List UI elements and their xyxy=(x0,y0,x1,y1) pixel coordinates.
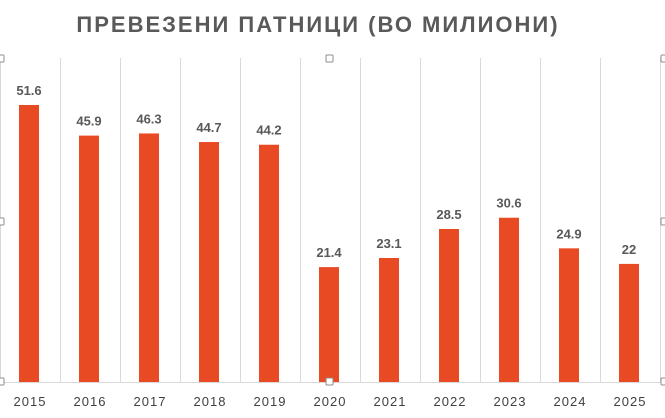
bar-layer xyxy=(19,105,639,382)
data-label-2025: 22 xyxy=(622,242,636,257)
bar-2017[interactable] xyxy=(139,133,159,382)
x-tick-label-2025: 2025 xyxy=(614,394,647,409)
resize-handle-middle-left[interactable] xyxy=(0,217,5,226)
resize-handle-top-middle[interactable] xyxy=(325,54,334,63)
data-label-2018: 44.7 xyxy=(196,120,221,135)
resize-handle-bottom-right[interactable] xyxy=(660,377,665,386)
data-label-2020: 21.4 xyxy=(316,245,342,260)
x-tick-label-2015: 2015 xyxy=(14,394,47,409)
x-tick-label-2024: 2024 xyxy=(554,394,587,409)
data-label-2021: 23.1 xyxy=(376,236,401,251)
data-label-2024: 24.9 xyxy=(556,226,581,241)
x-tick-label-2023: 2023 xyxy=(494,394,527,409)
bar-2018[interactable] xyxy=(199,142,219,382)
x-tick-label-2019: 2019 xyxy=(254,394,287,409)
grid-layer xyxy=(0,58,661,383)
data-label-2015: 51.6 xyxy=(16,83,41,98)
data-label-layer: 51.6 45.9 46.3 44.7 44.2 21.4 23.1 28.5 30.6 24.9… xyxy=(16,83,636,260)
bar-2024[interactable] xyxy=(559,248,579,382)
data-label-2016: 45.9 xyxy=(76,114,101,129)
x-tick-label-2021: 2021 xyxy=(374,394,407,409)
x-tick-label-2016: 2016 xyxy=(74,394,107,409)
resize-handle-bottom-middle[interactable] xyxy=(325,377,334,386)
chart-title: ПРЕВЕЗЕНИ ПАТНИЦИ (ВО МИЛИОНИ) xyxy=(76,12,560,37)
data-label-2023: 30.6 xyxy=(496,196,521,211)
bar-2016[interactable] xyxy=(79,135,99,382)
x-tick-label-2020: 2020 xyxy=(314,394,347,409)
data-label-2019: 44.2 xyxy=(256,123,281,138)
data-label-2017: 46.3 xyxy=(136,111,161,126)
bar-2015[interactable] xyxy=(19,105,39,382)
bar-2019[interactable] xyxy=(259,144,279,382)
x-tick-label-2022: 2022 xyxy=(434,394,467,409)
bar-2023[interactable] xyxy=(499,217,519,382)
resize-handle-top-right[interactable] xyxy=(660,54,665,63)
bar-2025[interactable] xyxy=(619,263,639,382)
data-label-2022: 28.5 xyxy=(436,207,461,222)
x-tick-label-2018: 2018 xyxy=(194,394,227,409)
bar-2020[interactable] xyxy=(319,267,339,382)
x-tick-label-2017: 2017 xyxy=(134,394,167,409)
x-axis-tick-layer: 2015 2016 2017 2018 2019 2020 2021 2022 2023 2024… xyxy=(14,394,647,409)
bar-2021[interactable] xyxy=(379,257,399,382)
bar-2022[interactable] xyxy=(439,229,459,382)
resize-handle-top-left[interactable] xyxy=(0,54,5,63)
resize-handle-bottom-left[interactable] xyxy=(0,377,5,386)
resize-handle-middle-right[interactable] xyxy=(660,217,665,226)
